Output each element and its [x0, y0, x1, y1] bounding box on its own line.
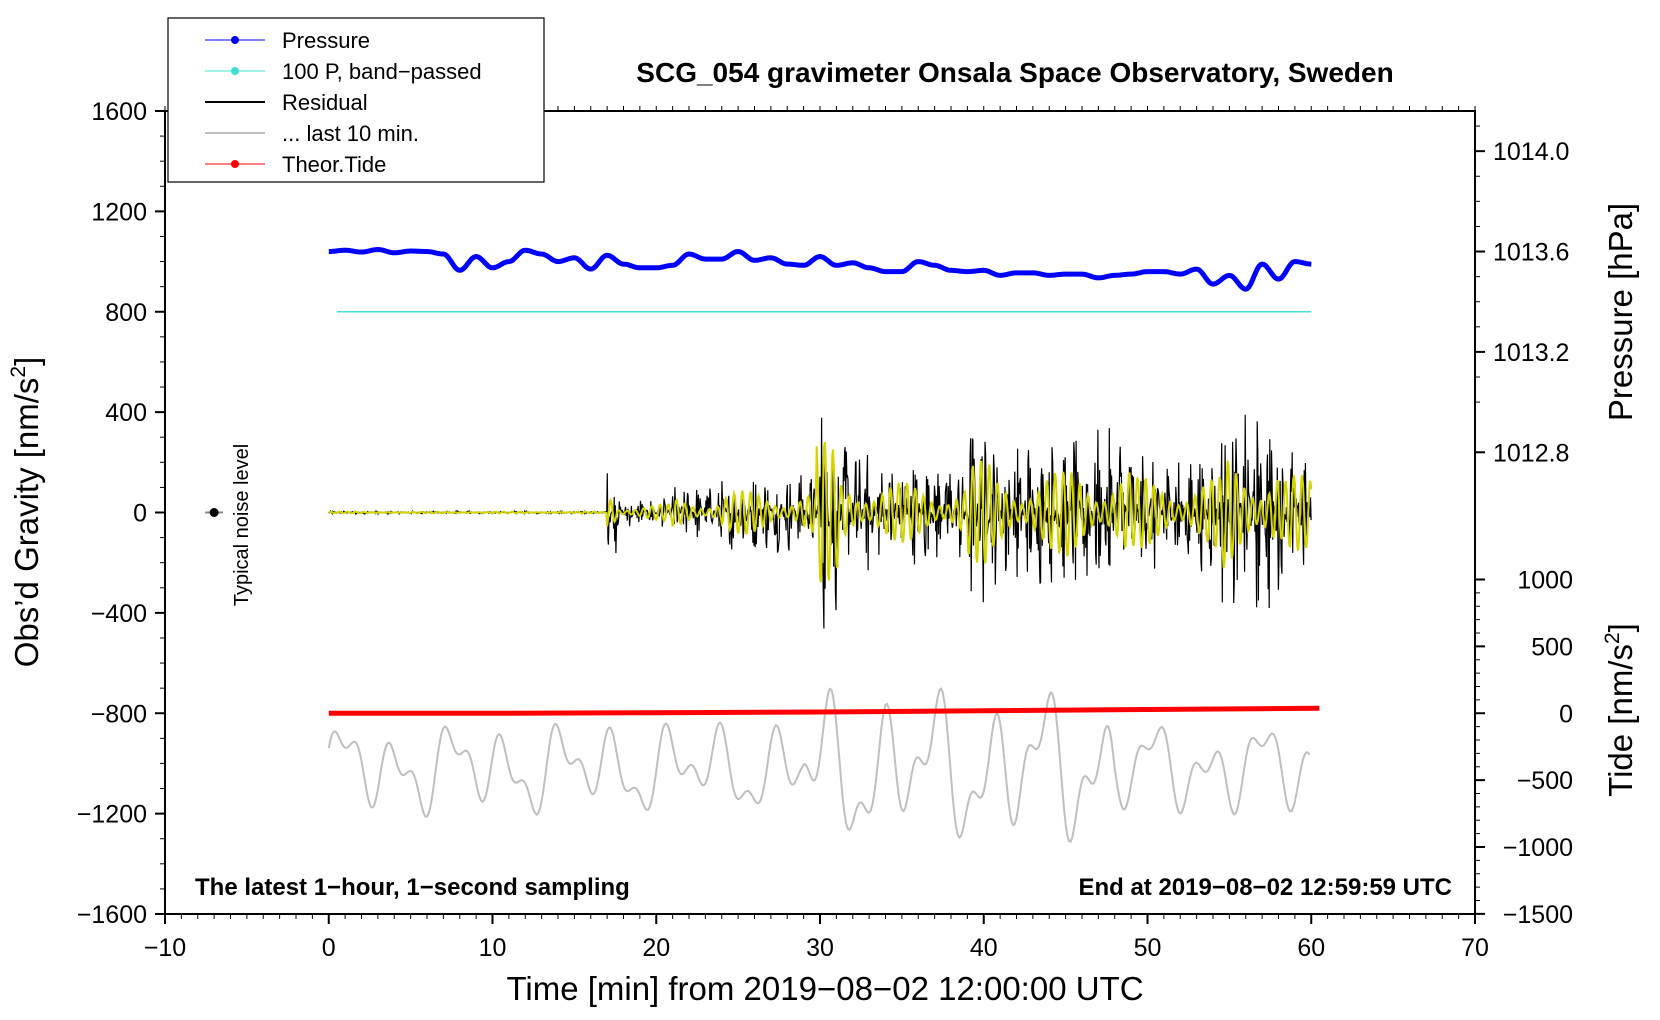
y-axis-label-text: Obs’d Gravity [nm/s [8, 378, 45, 668]
tide-tick-label: −1000 [1503, 834, 1573, 862]
tide-axis-label-text: Tide [nm/s [1602, 644, 1639, 797]
pressure-tick-label: 1014.0 [1493, 138, 1569, 166]
annotation-end-time: End at 2019−08−02 12:59:59 UTC [1078, 874, 1452, 901]
legend-label: Theor.Tide [282, 152, 386, 177]
tide-tick-label: 500 [1531, 633, 1573, 661]
noise-label-group: Typical noise level [231, 444, 253, 606]
y-tick-label: 400 [105, 399, 147, 427]
noise-marker [209, 508, 219, 517]
tide-tick-label: 0 [1559, 700, 1573, 728]
x-axis-label: Time [min] from 2019−08−02 12:00:00 UTC [506, 970, 1143, 1007]
x-tick-label: −10 [144, 934, 186, 962]
y-axis-label-close: ] [8, 357, 45, 366]
theoretical-tide-line [328, 705, 1320, 716]
tide-tick-label: −500 [1517, 767, 1573, 795]
tide-axis-label-sup: 2 [1601, 632, 1624, 644]
y-axis-label-group: Obs’d Gravity [nm/s2] [7, 357, 45, 668]
pressure-line [327, 247, 1313, 292]
y-axis-label: Obs’d Gravity [nm/s2] [7, 357, 45, 668]
legend-label: ... last 10 min. [282, 121, 419, 146]
legend-swatch-marker [231, 67, 239, 75]
pressure-axis-label: Pressure [hPa] [1602, 203, 1639, 421]
y-tick-label: 1600 [91, 98, 147, 126]
x-tick-label: 0 [322, 934, 336, 962]
chart-title: SCG_054 gravimeter Onsala Space Observat… [636, 57, 1393, 88]
x-tick-label: 40 [970, 934, 998, 962]
tide-axis-label: Tide [nm/s2] [1601, 623, 1639, 797]
y-tick-label: 1200 [91, 198, 147, 226]
residual-trace [328, 414, 1312, 629]
legend-label: Residual [282, 90, 368, 115]
x-tick-label: 20 [642, 934, 670, 962]
annotation-sampling: The latest 1−hour, 1−second sampling [195, 874, 630, 901]
x-tick-label: 70 [1461, 934, 1489, 962]
legend-swatch-marker [231, 36, 239, 44]
y-tick-label: −800 [91, 700, 147, 728]
y-axis-label-sup: 2 [7, 366, 30, 378]
pressure-tick-label: 1013.2 [1493, 339, 1569, 367]
y-tick-label: 800 [105, 299, 147, 327]
x-tick-label: 60 [1297, 934, 1325, 962]
legend-box [167, 17, 545, 183]
y-tick-label: −1600 [77, 901, 147, 929]
tide-tick-label: −1500 [1503, 901, 1573, 929]
last-10-min-trace [327, 687, 1311, 844]
y-tick-label: −1200 [77, 801, 147, 829]
tide-axis-label-close: ] [1602, 623, 1639, 632]
y-tick-label: 0 [133, 500, 147, 528]
legend-label: 100 P, band−passed [282, 59, 482, 84]
x-tick-label: 30 [806, 934, 834, 962]
tide-tick-label: 1000 [1517, 567, 1573, 595]
pressure-tick-label: 1013.6 [1493, 239, 1569, 267]
x-tick-label: 10 [479, 934, 507, 962]
pressure-tick-label: 1012.8 [1493, 439, 1569, 467]
filtered-residual-trace [328, 442, 1313, 583]
x-tick-label: 50 [1134, 934, 1162, 962]
pressure-axis-label-group: Pressure [hPa] [1602, 203, 1639, 421]
y-tick-label: −400 [91, 600, 147, 628]
legend-label: Pressure [282, 28, 370, 53]
legend-swatch-marker [231, 160, 239, 168]
tide-axis-label-group: Tide [nm/s2] [1601, 623, 1639, 797]
noise-label: Typical noise level [231, 444, 253, 606]
